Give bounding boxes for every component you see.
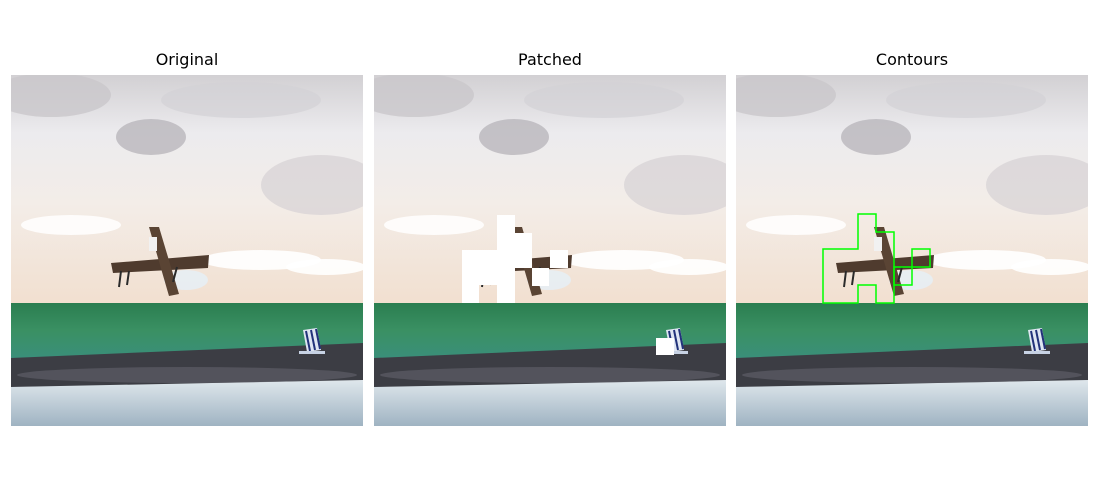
panel-contours: Contours — [736, 0, 1088, 500]
contour-outline — [893, 248, 931, 286]
contour-outline — [822, 213, 895, 304]
original-image — [11, 75, 363, 426]
panel-patched: Patched — [374, 0, 726, 500]
panel-title: Patched — [518, 50, 582, 69]
patched-image — [374, 75, 726, 426]
panel-title: Original — [155, 50, 219, 69]
panel-title: Contours — [875, 50, 949, 69]
contours-image — [736, 75, 1088, 426]
panel-original: Original — [11, 0, 363, 500]
patch-mask — [462, 215, 674, 355]
